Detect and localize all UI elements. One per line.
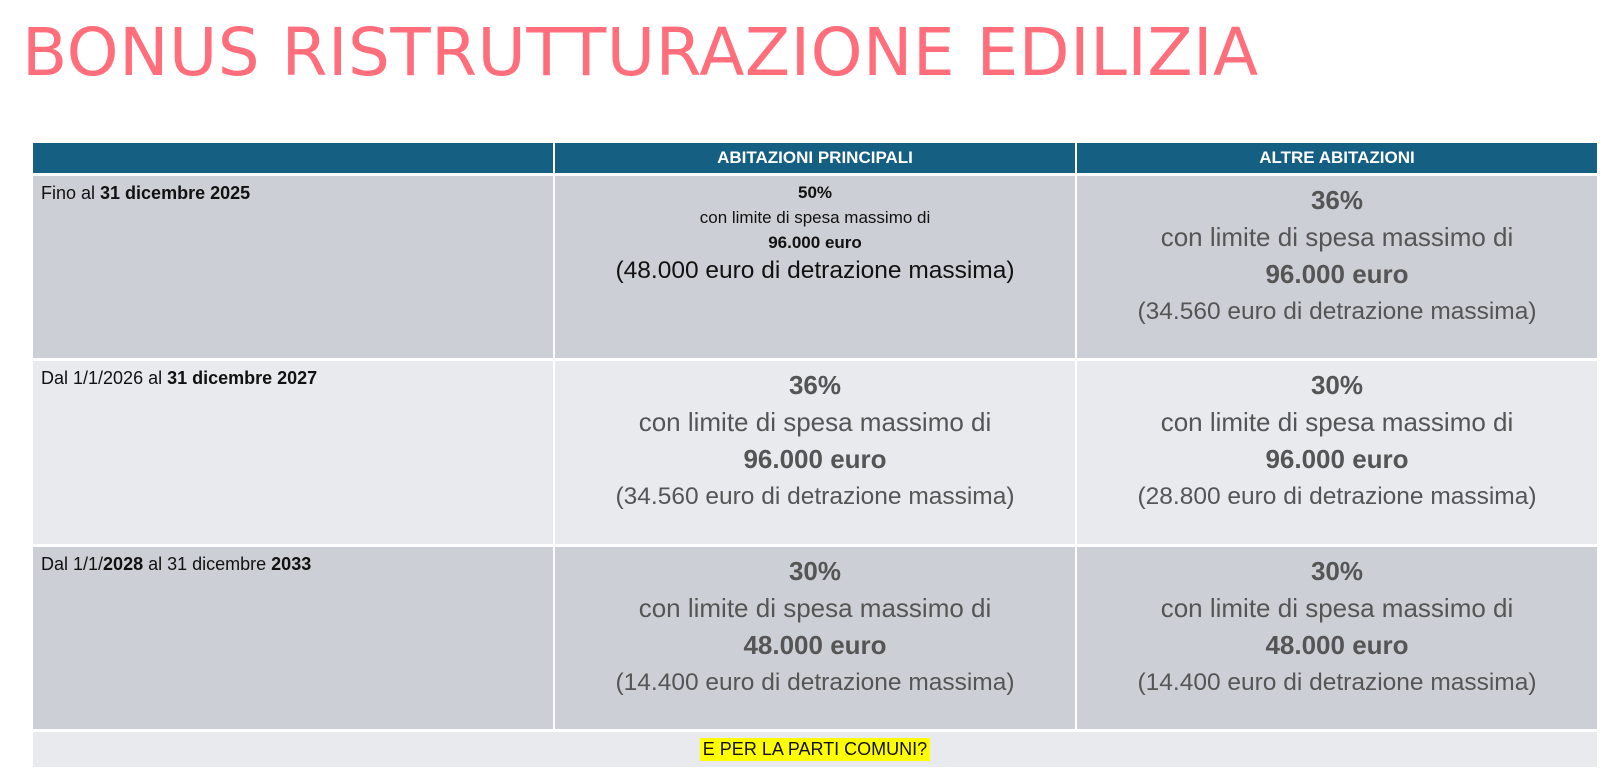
deduction: (14.400 euro di detrazione massima) bbox=[1137, 669, 1537, 696]
limit-text: con limite di spesa massimo di bbox=[638, 407, 992, 437]
cell-2033-altre: 30% con limite di spesa massimo di 48.00… bbox=[1077, 547, 1597, 729]
amount: 96.000 euro bbox=[768, 233, 862, 252]
header-abitazioni-principali: ABITAZIONI PRINCIPALI bbox=[555, 143, 1075, 173]
deduction: (48.000 euro di detrazione massima) bbox=[615, 257, 1015, 284]
label-part: Dal 1/1/ bbox=[41, 554, 104, 574]
amount: 48.000 euro bbox=[1265, 630, 1409, 660]
percent: 30% bbox=[788, 556, 842, 586]
label-part-bold: 2033 bbox=[271, 554, 312, 574]
limit-text: con limite di spesa massimo di bbox=[1160, 407, 1514, 437]
percent: 36% bbox=[788, 370, 842, 400]
label-part-bold: 31 dicembre 2025 bbox=[100, 183, 251, 203]
limit-text: con limite di spesa massimo di bbox=[1160, 222, 1514, 252]
footer-question: E PER LA PARTI COMUNI? bbox=[699, 738, 931, 761]
cell-2025-principali: 50% con limite di spesa massimo di 96.00… bbox=[555, 176, 1075, 358]
bonus-table: ABITAZIONI PRINCIPALI ALTRE ABITAZIONI F… bbox=[33, 143, 1597, 767]
limit-text: con limite di spesa massimo di bbox=[638, 593, 992, 623]
percent: 50% bbox=[797, 183, 833, 202]
amount: 96.000 euro bbox=[743, 444, 887, 474]
percent: 36% bbox=[1310, 185, 1364, 215]
header-cell-empty bbox=[33, 143, 553, 173]
cell-2027-principali: 36% con limite di spesa massimo di 96.00… bbox=[555, 361, 1075, 544]
label-part-bold: 31 dicembre 2027 bbox=[167, 368, 318, 388]
label-part: Dal 1/1/2026 al bbox=[41, 368, 168, 388]
label-part: Fino al bbox=[41, 183, 101, 203]
cell-2027-altre: 30% con limite di spesa massimo di 96.00… bbox=[1077, 361, 1597, 544]
label-part-bold: 2028 bbox=[103, 554, 144, 574]
header-altre-abitazioni: ALTRE ABITAZIONI bbox=[1077, 143, 1597, 173]
page-title: BONUS RISTRUTTURAZIONE EDILIZIA bbox=[22, 14, 1259, 91]
row-label-2025: Fino al 31 dicembre 2025 bbox=[33, 176, 553, 358]
percent: 30% bbox=[1310, 370, 1364, 400]
amount: 48.000 euro bbox=[743, 630, 887, 660]
row-label-2027: Dal 1/1/2026 al 31 dicembre 2027 bbox=[33, 361, 553, 544]
amount: 96.000 euro bbox=[1265, 259, 1409, 289]
deduction: (34.560 euro di detrazione massima) bbox=[1137, 298, 1537, 325]
label-part: al 31 dicembre bbox=[143, 554, 272, 574]
deduction: (28.800 euro di detrazione massima) bbox=[1137, 483, 1537, 510]
cell-2025-altre: 36% con limite di spesa massimo di 96.00… bbox=[1077, 176, 1597, 358]
row-label-2033: Dal 1/1/2028 al 31 dicembre 2033 bbox=[33, 547, 553, 729]
percent: 30% bbox=[1310, 556, 1364, 586]
deduction: (14.400 euro di detrazione massima) bbox=[615, 669, 1015, 696]
limit-text: con limite di spesa massimo di bbox=[1160, 593, 1514, 623]
amount: 96.000 euro bbox=[1265, 444, 1409, 474]
deduction: (34.560 euro di detrazione massima) bbox=[615, 483, 1015, 510]
limit-text: con limite di spesa massimo di bbox=[699, 208, 931, 227]
table-footer: E PER LA PARTI COMUNI? bbox=[33, 732, 1597, 767]
cell-2033-principali: 30% con limite di spesa massimo di 48.00… bbox=[555, 547, 1075, 729]
